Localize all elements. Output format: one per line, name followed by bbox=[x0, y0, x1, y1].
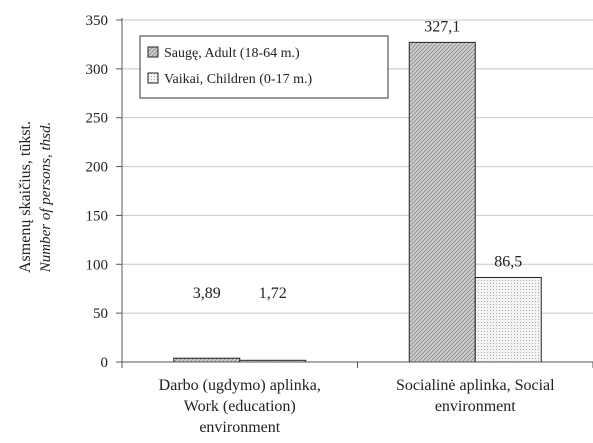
y-tick-label: 0 bbox=[101, 355, 109, 371]
y-tick-label: 250 bbox=[86, 111, 109, 127]
legend-box bbox=[139, 35, 389, 99]
y-tick-label: 50 bbox=[93, 306, 108, 322]
data-label: 1,72 bbox=[259, 285, 287, 302]
legend-label-children: Vaikai, Children (0-17 m.) bbox=[164, 72, 312, 87]
y-tick-label: 350 bbox=[86, 13, 109, 29]
y-tick-label: 100 bbox=[86, 257, 109, 273]
legend-swatch-children bbox=[147, 72, 159, 84]
bar-children bbox=[474, 276, 542, 363]
legend: Saugę, Adult (18-64 m.) Vaikai, Children … bbox=[139, 35, 389, 99]
bar-adult bbox=[173, 357, 241, 363]
legend-swatch-adult bbox=[147, 46, 159, 58]
y-tick-label: 150 bbox=[86, 208, 109, 224]
data-label: 86,5 bbox=[494, 253, 522, 270]
axes bbox=[116, 18, 593, 368]
x-category-label: Socialinė aplinka, Social environment bbox=[396, 377, 555, 415]
data-label: 327,1 bbox=[424, 18, 460, 35]
bars bbox=[173, 41, 542, 363]
y-axis-title-secondary: Number of persons, thsd. bbox=[38, 122, 54, 273]
bar-adult bbox=[408, 41, 476, 363]
x-category-label: Darbo (ugdymo) aplinka, Work (education) e… bbox=[159, 377, 321, 436]
y-tick-label: 200 bbox=[86, 160, 109, 176]
y-tick-label: 300 bbox=[86, 62, 109, 78]
y-axis-title: Asmenų skaičius, tūkst. bbox=[17, 121, 34, 273]
legend-label-adult: Saugę, Adult (18-64 m.) bbox=[164, 46, 300, 61]
labels: 0 50 100 150 200 250 300 350 3,89 1,72 Darbo (ugdy… bbox=[17, 13, 555, 436]
data-label: 3,89 bbox=[193, 285, 221, 302]
